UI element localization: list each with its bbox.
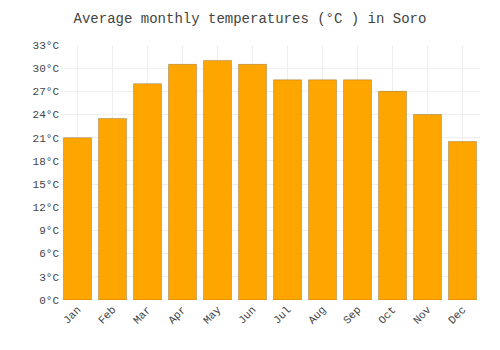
svg-text:30°C: 30°C (33, 63, 60, 75)
svg-text:24°C: 24°C (33, 109, 60, 121)
svg-text:12°C: 12°C (33, 202, 60, 214)
svg-text:Average monthly temperatures (: Average monthly temperatures (°C ) in So… (74, 11, 427, 27)
svg-text:May: May (201, 304, 224, 327)
svg-text:Jan: Jan (61, 304, 83, 326)
svg-text:6°C: 6°C (39, 248, 59, 260)
svg-text:27°C: 27°C (33, 86, 60, 98)
svg-text:Sep: Sep (341, 304, 363, 326)
svg-text:15°C: 15°C (33, 179, 60, 191)
svg-text:3°C: 3°C (39, 272, 59, 284)
svg-text:0°C: 0°C (39, 295, 59, 307)
svg-text:33°C: 33°C (33, 40, 60, 52)
svg-text:9°C: 9°C (39, 225, 59, 237)
svg-text:Oct: Oct (376, 304, 398, 326)
svg-text:18°C: 18°C (33, 156, 60, 168)
svg-text:Apr: Apr (166, 304, 188, 326)
svg-text:21°C: 21°C (33, 133, 60, 145)
svg-text:Jul: Jul (271, 304, 293, 326)
svg-text:Feb: Feb (96, 304, 118, 326)
svg-text:Dec: Dec (446, 304, 468, 326)
svg-text:Mar: Mar (131, 304, 153, 326)
svg-text:Nov: Nov (411, 304, 434, 327)
svg-text:Jun: Jun (236, 304, 258, 326)
svg-text:Aug: Aug (306, 304, 328, 326)
